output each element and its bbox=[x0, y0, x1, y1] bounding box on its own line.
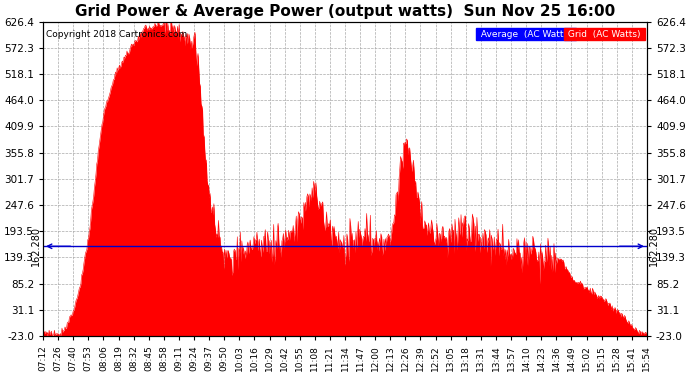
Title: Grid Power & Average Power (output watts)  Sun Nov 25 16:00: Grid Power & Average Power (output watts… bbox=[75, 4, 615, 19]
Text: Grid  (AC Watts): Grid (AC Watts) bbox=[565, 30, 644, 39]
Text: Average  (AC Watts): Average (AC Watts) bbox=[478, 30, 574, 39]
Text: Copyright 2018 Cartronics.com: Copyright 2018 Cartronics.com bbox=[46, 30, 188, 39]
Text: 162.280: 162.280 bbox=[649, 226, 659, 266]
Text: 162.280: 162.280 bbox=[31, 226, 41, 266]
